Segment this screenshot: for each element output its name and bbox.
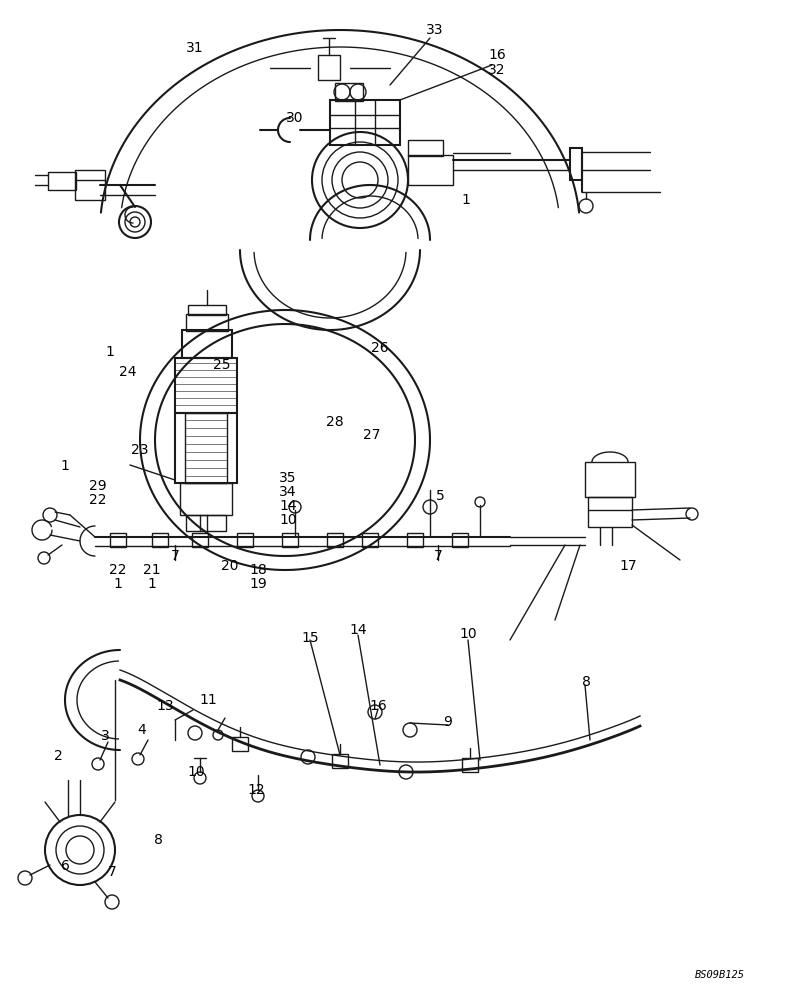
Text: 22: 22	[89, 493, 107, 507]
Bar	[282, 533, 298, 547]
Bar	[175, 358, 237, 413]
Text: 7: 7	[170, 549, 179, 563]
Bar	[186, 515, 226, 531]
Bar	[330, 100, 400, 145]
Text: 28: 28	[326, 415, 344, 429]
Text: 10: 10	[280, 513, 297, 527]
Text: 31: 31	[186, 41, 204, 55]
Text: 1: 1	[148, 577, 157, 591]
Bar	[182, 330, 232, 358]
Text: 19: 19	[249, 577, 267, 591]
Bar	[335, 83, 363, 101]
Bar	[585, 462, 635, 497]
Text: 9: 9	[444, 715, 452, 729]
Text: 27: 27	[364, 428, 381, 442]
Bar	[588, 497, 632, 527]
Text: 14: 14	[349, 623, 367, 637]
Bar	[462, 758, 478, 772]
Text: 25: 25	[213, 358, 231, 372]
Bar	[237, 533, 253, 547]
Text: 22: 22	[109, 563, 127, 577]
Text: 16: 16	[369, 699, 387, 713]
Text: 7: 7	[434, 549, 442, 563]
Text: 35: 35	[280, 471, 297, 485]
Text: 2: 2	[53, 749, 62, 763]
Bar	[318, 55, 340, 80]
Bar	[192, 533, 208, 547]
Bar	[362, 533, 378, 547]
Text: 24: 24	[120, 365, 137, 379]
Text: 14: 14	[280, 499, 297, 513]
Text: 16: 16	[488, 48, 506, 62]
Text: 30: 30	[286, 111, 304, 125]
Bar	[186, 314, 228, 331]
Text: 3: 3	[101, 729, 109, 743]
Text: 20: 20	[221, 559, 238, 573]
Text: BS09B125: BS09B125	[695, 970, 745, 980]
Text: 8: 8	[154, 833, 162, 847]
Text: 5: 5	[436, 489, 444, 503]
Bar	[232, 737, 248, 751]
Text: 29: 29	[89, 479, 107, 493]
Text: 1: 1	[114, 577, 123, 591]
Bar	[185, 413, 227, 483]
Text: 6: 6	[61, 859, 69, 873]
Bar	[327, 533, 343, 547]
Bar	[408, 155, 453, 185]
Text: 33: 33	[427, 23, 444, 37]
Bar	[407, 533, 423, 547]
Bar	[452, 533, 468, 547]
Text: 11: 11	[199, 693, 217, 707]
Text: 10: 10	[459, 627, 477, 641]
Bar	[408, 140, 443, 156]
Text: 15: 15	[301, 631, 319, 645]
Text: 23: 23	[131, 443, 149, 457]
Text: 1: 1	[61, 459, 69, 473]
Bar	[75, 170, 105, 200]
Text: 18: 18	[249, 563, 267, 577]
Bar	[152, 533, 168, 547]
Bar	[175, 413, 237, 483]
Text: 4: 4	[137, 723, 146, 737]
Text: 13: 13	[156, 699, 174, 713]
Bar	[188, 305, 226, 315]
Bar	[180, 483, 232, 515]
Text: 1: 1	[106, 345, 115, 359]
Text: 10: 10	[187, 765, 204, 779]
Text: 32: 32	[488, 63, 506, 77]
Text: 17: 17	[619, 559, 637, 573]
Bar	[48, 172, 76, 190]
Text: 8: 8	[582, 675, 591, 689]
Text: 34: 34	[280, 485, 297, 499]
Text: 1: 1	[461, 193, 470, 207]
Text: 12: 12	[247, 783, 265, 797]
Bar	[570, 148, 582, 180]
Bar	[332, 754, 348, 768]
Text: 26: 26	[371, 341, 389, 355]
Bar	[110, 533, 126, 547]
Text: 21: 21	[143, 563, 161, 577]
Text: 7: 7	[107, 865, 116, 879]
